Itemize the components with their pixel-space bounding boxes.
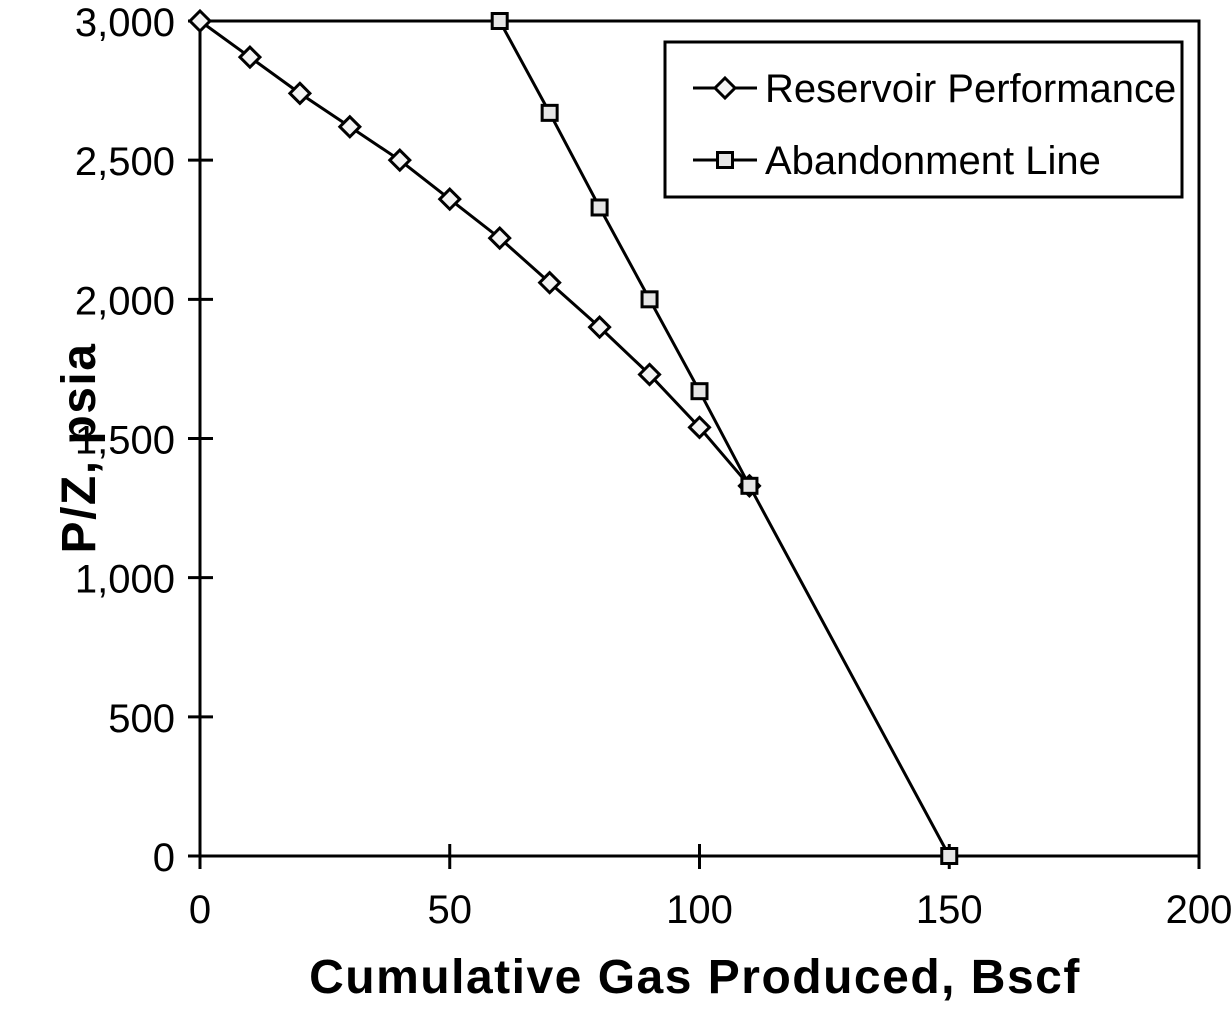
square-data-point-marker [590, 198, 609, 217]
y-axis-title: P/Z, psia [53, 343, 106, 554]
diamond-data-point-marker [187, 8, 213, 34]
diamond-data-point-marker [487, 225, 512, 251]
x-axis-ticks: 0 50 100 150 200 [189, 844, 1232, 932]
diamond-data-point-marker [337, 114, 362, 139]
y-tick-label: 500 [108, 697, 175, 741]
diamond-data-point-marker [537, 270, 562, 295]
series-square [490, 12, 959, 865]
diamond-data-point-marker [387, 148, 412, 173]
legend-square-marker [716, 151, 734, 169]
data-series [187, 8, 959, 865]
diamond-data-point-marker [687, 415, 712, 440]
square-data-point-marker [740, 476, 759, 495]
legend: Reservoir Performance Abandonment Line [663, 40, 1184, 199]
legend-label: Reservoir Performance [765, 67, 1176, 111]
square-data-point-marker [540, 103, 559, 122]
legend-diamond-marker [712, 75, 738, 101]
y-tick-label: 2,500 [75, 140, 175, 184]
square-data-point-marker [690, 382, 709, 401]
x-axis-title: Cumulative Gas Produced, Bscf [309, 951, 1081, 1004]
x-tick-label: 50 [428, 888, 473, 932]
square-data-point-marker [490, 12, 509, 30]
legend-label: Abandonment Line [765, 139, 1101, 183]
series-line [199, 19, 751, 487]
x-tick-label: 150 [916, 888, 983, 932]
y-tick-label: 1,000 [75, 558, 175, 602]
y-tick-label: 0 [153, 836, 175, 880]
square-data-point-marker [940, 847, 959, 865]
y-tick-label: 2,000 [75, 279, 175, 323]
y-tick-label: 1,500 [75, 419, 175, 463]
x-tick-label: 200 [1166, 888, 1232, 932]
square-data-point-marker [640, 290, 659, 309]
y-tick-label: 3,000 [75, 1, 175, 45]
y-axis-ticks: 0 500 1,000 1,500 2,000 2,500 3,000 [75, 1, 213, 880]
legend-box [663, 40, 1184, 199]
x-tick-label: 100 [666, 888, 733, 932]
x-tick-label: 0 [189, 888, 211, 932]
diamond-data-point-marker [437, 187, 462, 212]
diamond-data-point-marker [287, 81, 313, 106]
diamond-data-point-marker [587, 315, 612, 340]
diamond-data-point-marker [637, 362, 662, 387]
diamond-data-point-marker [237, 45, 263, 70]
